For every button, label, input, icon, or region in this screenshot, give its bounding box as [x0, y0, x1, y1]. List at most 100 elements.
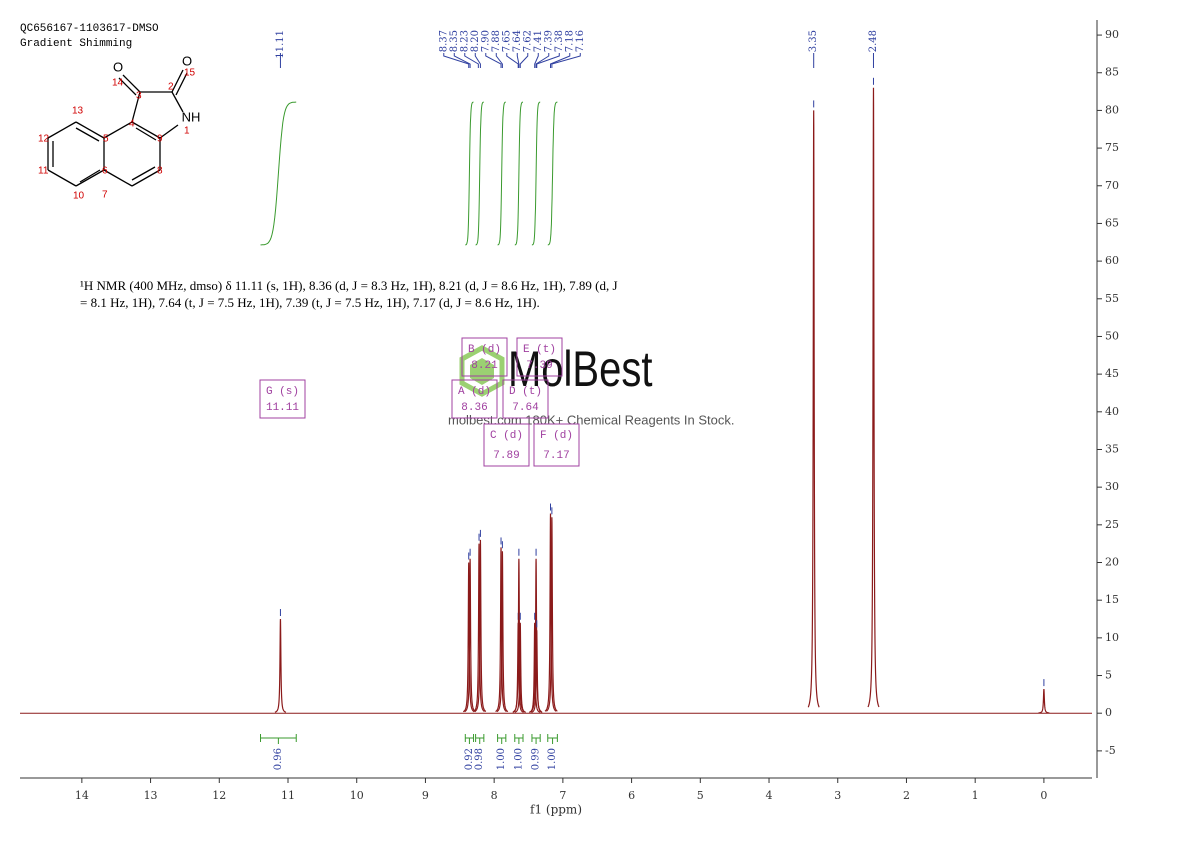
peak-label: 7.39: [543, 30, 554, 52]
peak: [514, 622, 526, 713]
integral-label: 1.00: [547, 748, 558, 770]
integral-label: 0.98: [474, 748, 485, 770]
integral-bracket: [475, 734, 485, 744]
peak-label: 7.88: [491, 30, 502, 52]
x-tick-label: 1: [972, 789, 979, 802]
integral-label: 0.99: [531, 748, 542, 770]
multiplet-shift: 7.64: [512, 402, 539, 414]
atom-number: 7: [102, 190, 108, 201]
multiplet-name: B (d): [468, 344, 501, 356]
peak-connector: [506, 53, 519, 68]
atom-label: NH: [182, 109, 201, 124]
peak-label: 3.35: [808, 30, 819, 52]
x-tick-label: 12: [212, 789, 226, 802]
atom-number: 15: [184, 68, 196, 79]
integral-bracket: [497, 734, 507, 744]
peak-connector: [536, 53, 560, 68]
integral-label: 0.96: [273, 748, 284, 770]
peak-connector: [474, 53, 481, 68]
peak: [807, 110, 820, 708]
atom-number: 2: [168, 82, 174, 93]
y-tick-label: 15: [1105, 593, 1119, 606]
peak-label: 8.23: [459, 30, 470, 52]
multiplet-box: [502, 379, 549, 419]
peak: [462, 562, 475, 713]
atom-label: O: [182, 53, 192, 68]
multiplet-box: [259, 379, 306, 419]
peak-connector: [495, 53, 503, 68]
multiplet-box: [516, 337, 563, 377]
x-tick-label: 8: [491, 789, 498, 802]
nmr-description: ¹H NMR (400 MHz, dmso) δ 11.11 (s, 1H), …: [80, 278, 618, 293]
peak: [274, 618, 287, 713]
x-tick-label: 7: [559, 789, 566, 802]
x-tick-label: 3: [834, 789, 841, 802]
x-tick-label: 9: [422, 789, 429, 802]
x-tick-label: 11: [281, 789, 295, 802]
peak: [474, 539, 487, 713]
peak-label: 7.62: [522, 30, 533, 52]
integral-bracket: [547, 734, 558, 744]
peak-label: 7.18: [564, 30, 575, 52]
peak: [867, 87, 880, 708]
peak: [544, 513, 557, 712]
watermark-tagline: molbest.com 180K+ Chemical Reagents In S…: [448, 412, 735, 427]
x-tick-label: 6: [628, 789, 635, 802]
peak: [1038, 689, 1050, 714]
atom-number: 5: [103, 134, 109, 145]
multiplet-name: F (d): [540, 430, 573, 442]
multiplet-shift: 7.17: [543, 450, 569, 462]
sample-id: QC656167-1103617-DMSO: [20, 23, 159, 35]
y-tick-label: 30: [1105, 480, 1119, 493]
multiplet-box: [451, 379, 498, 419]
atom-number: 12: [38, 134, 50, 145]
peak-connector: [464, 53, 479, 68]
atom-number: 13: [72, 106, 84, 117]
atom-number: 10: [73, 191, 85, 202]
integral-curve: [465, 101, 474, 246]
peak-connector: [453, 53, 471, 68]
peak-connector: [550, 53, 571, 68]
multiplet-shift: 8.36: [461, 402, 487, 414]
peak-label: 11.11: [275, 30, 286, 59]
y-tick-label: 40: [1105, 405, 1119, 418]
x-tick-label: 0: [1040, 789, 1047, 802]
nmr-description: = 8.1 Hz, 1H), 7.64 (t, J = 7.5 Hz, 1H),…: [80, 295, 540, 310]
y-tick-label: 20: [1105, 556, 1119, 569]
y-tick-label: 5: [1105, 669, 1112, 682]
multiplet-name: D (t): [509, 386, 542, 398]
integral-bracket: [464, 734, 475, 744]
peak-label: 8.37: [438, 30, 449, 52]
y-tick-label: 55: [1105, 292, 1119, 305]
peak-connector: [519, 53, 529, 68]
peak-connector: [516, 53, 520, 68]
atom-label: O: [113, 59, 123, 74]
y-tick-label: -5: [1105, 744, 1116, 757]
peak: [496, 551, 509, 713]
peak: [473, 543, 485, 713]
multiplet-shift: 11.11: [266, 402, 299, 414]
y-tick-label: 45: [1105, 367, 1119, 380]
integral-curve: [497, 101, 506, 246]
y-tick-label: 85: [1105, 66, 1119, 79]
peak-connector: [551, 53, 581, 68]
integral-label: 1.00: [513, 748, 524, 770]
peak-connector: [535, 53, 550, 68]
integral-bracket: [531, 734, 541, 744]
x-tick-label: 2: [903, 789, 910, 802]
multiplet-shift: 7.89: [493, 450, 519, 462]
peak-label: 7.64: [512, 30, 523, 52]
y-tick-label: 70: [1105, 179, 1119, 192]
integral-label: 1.00: [496, 748, 507, 770]
peak-label: 7.65: [501, 30, 512, 52]
atom-number: 8: [157, 166, 163, 177]
integral-bracket: [514, 734, 524, 744]
y-tick-label: 0: [1105, 706, 1112, 719]
multiplet-box: [483, 423, 530, 467]
y-tick-label: 35: [1105, 442, 1119, 455]
x-tick-label: 13: [144, 789, 158, 802]
peak: [531, 630, 543, 713]
method: Gradient Shimming: [20, 38, 132, 50]
